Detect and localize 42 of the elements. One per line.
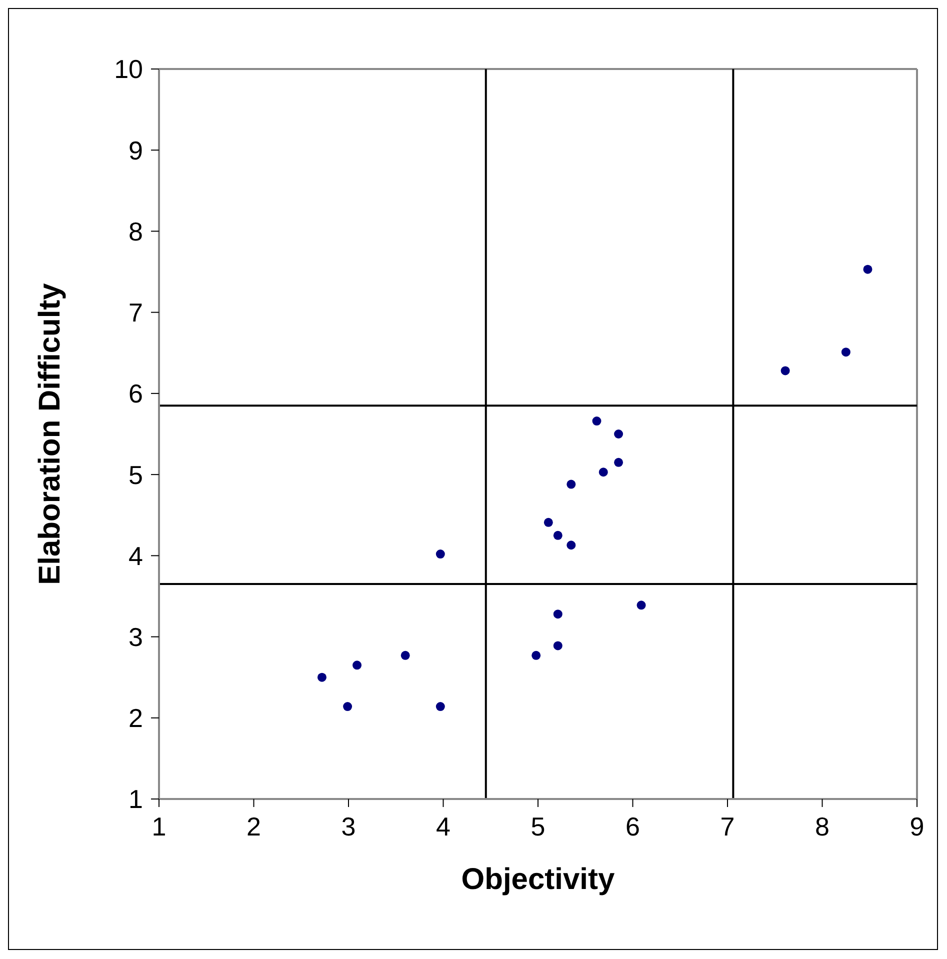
point [614, 430, 624, 438]
y-tick-label: 7 [128, 298, 143, 328]
point [553, 610, 562, 619]
point [544, 518, 553, 527]
point [553, 641, 562, 650]
y-tick-label: 8 [128, 216, 143, 246]
y-tick-label: 5 [128, 460, 143, 490]
point [436, 702, 445, 712]
y-tick-label: 1 [128, 784, 143, 814]
point [400, 650, 410, 660]
x-tick-label: 9 [910, 811, 924, 842]
x-tick-label: 8 [815, 811, 830, 842]
point [317, 672, 326, 682]
x-tick-label: 3 [341, 811, 356, 842]
y-tick-label: 2 [128, 703, 143, 734]
x-tick-label: 5 [530, 811, 546, 842]
y-tick-label: 10 [114, 54, 143, 84]
y-tick-label: 4 [128, 540, 143, 571]
point [592, 416, 602, 426]
point [636, 600, 646, 610]
point [598, 468, 608, 477]
point [532, 650, 541, 660]
point [566, 480, 576, 489]
y-tick-label: 3 [128, 622, 143, 652]
y-axis-title: Elaboration Difficulty [34, 282, 67, 585]
point [343, 702, 352, 712]
y-tick-label: 6 [128, 378, 143, 409]
point [614, 458, 624, 467]
x-tick-label: 7 [720, 811, 735, 842]
x-tick-label: 1 [152, 811, 166, 842]
x-axis-title: Objectivity [461, 863, 616, 896]
point [436, 550, 445, 559]
x-tick-label: 6 [626, 811, 640, 842]
point [566, 540, 576, 550]
point [780, 366, 790, 376]
x-tick-label: 4 [436, 811, 450, 842]
x-tick-label: 2 [246, 811, 261, 842]
point [863, 264, 872, 274]
point [553, 530, 562, 540]
point [841, 348, 850, 357]
y-tick-label: 9 [128, 135, 143, 166]
point [352, 660, 362, 670]
